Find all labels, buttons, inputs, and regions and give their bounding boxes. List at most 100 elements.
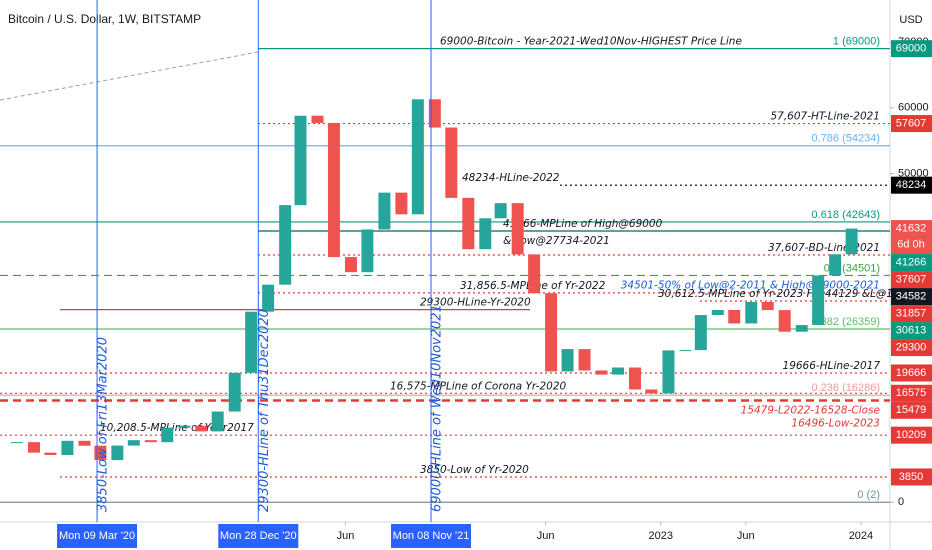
candle bbox=[211, 411, 224, 432]
price-badge-label: 19666 bbox=[896, 367, 927, 379]
price-badge-label: 48234 bbox=[896, 179, 927, 191]
candle bbox=[728, 309, 741, 324]
candle bbox=[845, 228, 858, 255]
candle bbox=[812, 275, 825, 326]
candle bbox=[78, 440, 91, 446]
price-badge bbox=[891, 40, 932, 58]
candle bbox=[494, 203, 507, 219]
time-badge bbox=[218, 524, 299, 548]
price-badge bbox=[891, 115, 932, 133]
candle bbox=[511, 203, 524, 255]
x-tick-label: Jun bbox=[537, 530, 555, 542]
price-badge-label: 16575 bbox=[896, 387, 927, 399]
candle bbox=[829, 254, 842, 276]
candle bbox=[645, 389, 658, 394]
level-label: 57,607-HT-Line-2021 bbox=[770, 111, 880, 123]
time-badge bbox=[57, 524, 138, 548]
candle bbox=[245, 311, 258, 373]
fib-label: 0.236 (16286) bbox=[812, 382, 881, 394]
candle bbox=[327, 122, 340, 258]
price-badge-label: 29300 bbox=[896, 341, 927, 353]
candle bbox=[528, 254, 541, 294]
price-badge bbox=[891, 339, 932, 357]
time-badge-label: Mon 08 Nov '21 bbox=[393, 530, 470, 542]
price-badge bbox=[891, 254, 932, 272]
price-badge-label: 41632 bbox=[896, 222, 927, 234]
candle bbox=[311, 115, 324, 123]
candle bbox=[111, 445, 124, 461]
fib-label: 0 (2) bbox=[857, 489, 880, 501]
candle bbox=[612, 367, 625, 375]
fib-label: 0.786 (54234) bbox=[812, 133, 881, 145]
candle bbox=[27, 442, 40, 453]
candle bbox=[462, 197, 475, 250]
candle bbox=[545, 293, 558, 372]
candle bbox=[161, 427, 174, 443]
time-badge bbox=[391, 524, 472, 548]
y-tick-label: 50000 bbox=[898, 167, 929, 179]
x-tick-label: Jun bbox=[337, 530, 355, 542]
level-label: 37,607-BD-Line-2021 bbox=[768, 242, 880, 254]
candle bbox=[10, 442, 23, 444]
candle bbox=[378, 192, 391, 230]
price-badge-label: 15479 bbox=[896, 404, 927, 416]
candle bbox=[178, 425, 191, 428]
candle bbox=[479, 218, 492, 250]
level-label: 69000-Bitcoin - Year-2021-Wed10Nov-HIGHE… bbox=[440, 36, 742, 48]
candle bbox=[795, 325, 808, 332]
candle bbox=[44, 452, 57, 456]
candle bbox=[144, 440, 157, 443]
candle bbox=[578, 349, 591, 371]
fib-label: 1 (69000) bbox=[833, 36, 880, 48]
level-note: 16496-Low-2023 bbox=[791, 418, 880, 430]
x-tick-label: 2024 bbox=[849, 530, 873, 542]
level-label: 19666-HLine-2017 bbox=[783, 360, 881, 372]
price-badge-label: 34582 bbox=[896, 290, 927, 302]
candle bbox=[228, 372, 241, 412]
candle bbox=[361, 229, 374, 273]
vertical-label: 69000-HLine of Wed10Nov2021 bbox=[430, 304, 445, 512]
candle bbox=[294, 115, 307, 206]
y-tick-label: 60000 bbox=[898, 102, 929, 114]
x-tick-label: Jun bbox=[737, 530, 755, 542]
candle bbox=[711, 309, 724, 316]
candle bbox=[344, 257, 357, 273]
price-badge bbox=[891, 176, 932, 194]
price-badge-label: 41266 bbox=[896, 256, 927, 268]
candle bbox=[694, 315, 707, 351]
candle bbox=[761, 301, 774, 311]
level-label: 3850-Low of Yr-2020 bbox=[420, 464, 529, 476]
price-badge bbox=[891, 220, 932, 255]
level-label: 10,208.5-MPLine of Year2017 bbox=[100, 422, 254, 434]
chart-title: Bitcoin / U.S. Dollar, 1W, BITSTAMP bbox=[8, 12, 201, 26]
candle bbox=[411, 99, 424, 215]
candle bbox=[262, 284, 275, 312]
level-label: 16,575-MPLine of Corona Yr-2020 bbox=[390, 380, 567, 392]
candle bbox=[662, 350, 675, 394]
price-badge bbox=[891, 364, 932, 382]
candle bbox=[395, 192, 408, 215]
candle bbox=[428, 99, 441, 128]
currency[interactable]: USD bbox=[899, 14, 922, 26]
price-badge-note: 6d 0h bbox=[897, 238, 925, 250]
price-badge-label: 69000 bbox=[896, 43, 927, 55]
candle bbox=[61, 440, 74, 456]
price-badge-label: 31857 bbox=[896, 307, 927, 319]
price-badge bbox=[891, 271, 932, 289]
price-badge-label: 3850 bbox=[899, 471, 923, 483]
candle bbox=[679, 350, 692, 352]
plot: 69000-Bitcoin - Year-2021-Wed10Nov-HIGHE… bbox=[0, 0, 920, 522]
candle bbox=[745, 301, 758, 324]
vertical-label: 29300-HLine of Thu31Dec2020 bbox=[257, 309, 272, 512]
y-tick-label: 0 bbox=[898, 496, 904, 508]
price-badge-label: 30613 bbox=[896, 324, 927, 336]
vertical-label: 3850-Low of Fri13Mar2020 bbox=[96, 337, 111, 512]
time-badge-label: Mon 09 Mar '20 bbox=[59, 530, 135, 542]
level-label: 30,612.5-MPLine of Yr-2023 H@44129 &L@16… bbox=[658, 288, 920, 300]
candle bbox=[629, 367, 642, 390]
candle bbox=[279, 205, 292, 285]
level-note: & Low@27734-2021 bbox=[503, 235, 610, 247]
candle bbox=[195, 425, 208, 432]
price-badge bbox=[891, 322, 932, 340]
